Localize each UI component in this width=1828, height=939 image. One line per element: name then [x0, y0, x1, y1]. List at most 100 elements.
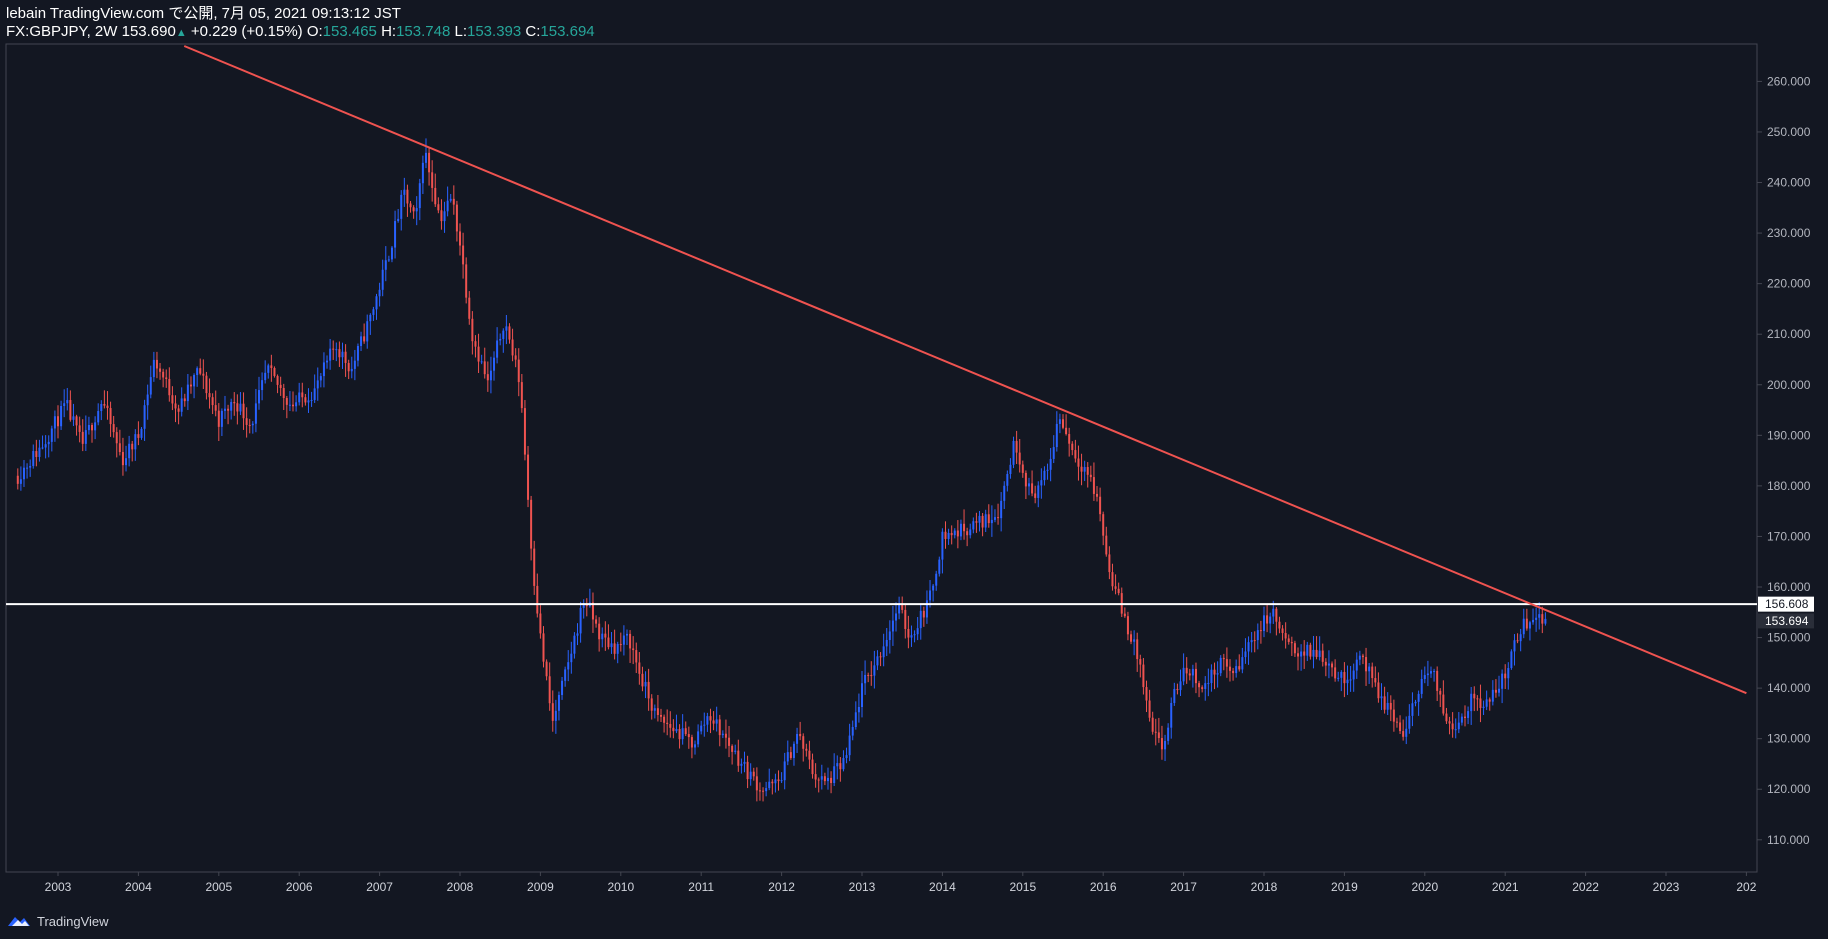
candle [1222, 653, 1225, 671]
candle-body [1479, 698, 1482, 708]
y-tick-label: 250.000 [1767, 125, 1811, 139]
candle [619, 632, 622, 652]
candle [947, 528, 950, 545]
candle-body [514, 355, 517, 360]
candle-body [63, 403, 66, 407]
candle-body [963, 523, 966, 532]
candle [1037, 481, 1040, 508]
candle [279, 376, 282, 396]
candle-body [121, 452, 124, 466]
candle [1133, 630, 1136, 656]
candle-body [353, 360, 356, 369]
candle [97, 403, 100, 426]
footer-branding[interactable]: TradingView [6, 913, 109, 929]
candle [112, 415, 115, 438]
candle [820, 764, 823, 790]
candle-body [1535, 617, 1538, 620]
candle-body [168, 378, 171, 396]
candle [796, 727, 799, 753]
candle-body [381, 269, 384, 290]
candle-body [706, 716, 709, 725]
candle [1092, 462, 1095, 501]
candle [471, 311, 474, 355]
candle-body [966, 531, 969, 536]
x-tick-label: 2009 [527, 880, 554, 894]
candle [35, 439, 38, 467]
candle [830, 771, 833, 794]
candle-body [1460, 716, 1463, 723]
candle-body [322, 362, 325, 377]
candle [1065, 414, 1068, 436]
candle-body [885, 639, 888, 647]
candle-body [984, 514, 987, 528]
candle [462, 232, 465, 279]
candle-body [1080, 466, 1083, 472]
time-axis[interactable]: 2003 2004 2005 2006 2007 2008 2009 2010 2011 2012… [45, 872, 1757, 894]
candle-body [1488, 699, 1491, 702]
high-label: H: [381, 23, 397, 40]
candle-body [267, 365, 270, 373]
candle [573, 632, 576, 659]
candle-body [997, 517, 1000, 519]
x-tick-label: 2019 [1331, 880, 1358, 894]
candle [171, 386, 174, 411]
candle-body [1399, 722, 1402, 732]
candle-body [193, 375, 196, 387]
candle-body [774, 779, 777, 784]
candle [208, 378, 211, 409]
candle-body [1198, 683, 1201, 688]
candle [567, 650, 570, 682]
candle [864, 660, 867, 695]
candle-body [1312, 649, 1315, 657]
candle-body [35, 451, 38, 458]
candle [1519, 628, 1522, 652]
candle [1148, 689, 1151, 722]
candle-body [455, 204, 458, 232]
candle [217, 403, 220, 442]
candle-body [1380, 696, 1383, 699]
symbol-label[interactable]: FX:GBPJPY, 2W [6, 23, 118, 40]
candle-body [505, 326, 508, 331]
candle-body [641, 673, 644, 687]
candle-body [483, 361, 486, 375]
candle [1210, 664, 1213, 692]
price-axis[interactable]: 110.000 120.000 130.000 140.000 150.000 160.0… [1757, 74, 1814, 847]
candle-body [746, 761, 749, 780]
publish-line: lebain TradingView.com で公開, 7月 05, 2021 … [6, 5, 401, 22]
candle [1346, 665, 1349, 695]
candle-body [295, 402, 298, 407]
candle-body [1361, 655, 1364, 658]
candle [69, 390, 72, 422]
candle [137, 421, 140, 446]
candle [1371, 662, 1374, 688]
candle [1442, 680, 1445, 716]
candle-body [805, 748, 808, 751]
candle-body [1491, 689, 1494, 702]
candle [47, 435, 50, 458]
y-tick-label: 210.000 [1767, 327, 1811, 341]
candle [236, 394, 239, 425]
candle [527, 446, 530, 508]
candle-body [254, 403, 257, 424]
candle-body [876, 656, 879, 666]
candle [1145, 680, 1148, 713]
candle-body [1040, 480, 1043, 486]
candle [656, 694, 659, 722]
candle-body [752, 771, 755, 777]
candle-body [1457, 722, 1460, 730]
candle [369, 313, 372, 335]
candle-body [851, 727, 854, 736]
candle [1086, 462, 1089, 488]
candle [786, 740, 789, 766]
candle-body [1021, 464, 1024, 473]
candle-body [530, 499, 533, 549]
drawings[interactable] [6, 45, 1757, 695]
candle-body [622, 635, 625, 645]
trendline[interactable] [183, 45, 1747, 695]
candle [1062, 414, 1064, 430]
candle [381, 259, 384, 297]
x-tick-label: 2012 [768, 880, 795, 894]
candle [1420, 669, 1423, 699]
candle [1541, 606, 1544, 634]
